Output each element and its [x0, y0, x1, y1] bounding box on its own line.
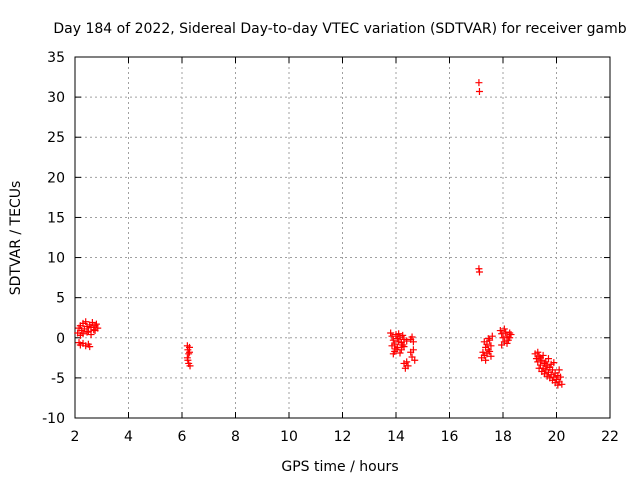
data-point [539, 351, 547, 359]
data-point [480, 338, 488, 346]
data-point [506, 334, 514, 342]
data-point [482, 356, 490, 364]
y-tick-label: 20 [47, 170, 65, 186]
data-point [409, 338, 417, 346]
data-point [397, 339, 405, 347]
data-point [503, 339, 511, 347]
data-point [484, 346, 492, 354]
x-tick-label: 22 [601, 429, 619, 445]
data-point [399, 331, 407, 339]
y-tick-label: 30 [47, 90, 65, 106]
data-point [389, 336, 397, 344]
x-tick-label: 16 [441, 429, 459, 445]
data-point [87, 331, 95, 339]
data-point [475, 87, 483, 95]
x-tick-label: 20 [548, 429, 566, 445]
data-point [403, 337, 411, 345]
x-tick-label: 12 [334, 429, 352, 445]
data-point [475, 268, 483, 276]
data-point [82, 318, 90, 326]
data-point [404, 362, 412, 370]
y-tick-label: -5 [51, 371, 65, 387]
data-point [479, 348, 487, 356]
y-tick-label: 10 [47, 251, 65, 267]
data-point [184, 356, 192, 364]
data-point [500, 325, 508, 333]
data-point [499, 334, 507, 342]
data-point [86, 343, 94, 351]
data-point [557, 373, 565, 381]
data-point [91, 327, 99, 335]
grid-lines [75, 57, 610, 418]
data-point [400, 343, 408, 351]
data-point [411, 356, 419, 364]
data-point [502, 328, 510, 336]
y-tick-label: 35 [47, 50, 65, 66]
data-point [486, 347, 494, 355]
data-point [92, 320, 100, 328]
data-point [558, 380, 566, 388]
x-tick-label: 2 [71, 429, 80, 445]
data-point [487, 342, 495, 350]
data-point [185, 348, 193, 356]
data-point [487, 352, 495, 360]
data-point [550, 359, 558, 367]
data-point [535, 352, 543, 360]
chart-title: Day 184 of 2022, Sidereal Day-to-day VTE… [53, 21, 626, 37]
y-tick-label: 15 [47, 210, 65, 226]
data-point [403, 358, 411, 366]
data-point [475, 79, 483, 87]
x-tick-label: 8 [231, 429, 240, 445]
y-tick-label: -10 [42, 411, 65, 427]
data-points [74, 79, 566, 389]
data-point [83, 328, 91, 336]
data-point [185, 350, 193, 358]
data-point [544, 355, 552, 363]
x-axis-label: GPS time / hours [281, 459, 398, 475]
data-point [393, 335, 401, 343]
data-point [392, 345, 400, 353]
data-point [486, 336, 494, 344]
data-point [395, 330, 403, 338]
data-point [79, 330, 87, 338]
data-point [396, 349, 404, 357]
data-point [409, 346, 417, 354]
x-tick-labels: 2 4 6 8 10 12 14 16 18 20 22 [71, 429, 619, 445]
data-point [186, 362, 194, 370]
x-tick-label: 18 [494, 429, 512, 445]
y-tick-label: 25 [47, 130, 65, 146]
data-point [507, 331, 515, 339]
x-tick-label: 4 [124, 429, 133, 445]
data-point [388, 332, 396, 340]
x-tick-label: 14 [387, 429, 405, 445]
data-point [408, 333, 416, 341]
data-point [388, 342, 396, 350]
x-tick-label: 10 [280, 429, 298, 445]
y-tick-label: 0 [56, 331, 65, 347]
data-point [496, 327, 504, 335]
data-point [90, 326, 98, 334]
data-point [488, 332, 496, 340]
plot-border [74, 56, 611, 419]
y-tick-labels: -10 -5 0 5 10 15 20 25 30 35 [42, 50, 65, 427]
data-point [393, 343, 401, 351]
data-point [534, 348, 542, 356]
y-tick-label: 5 [56, 291, 65, 307]
data-point [387, 329, 395, 337]
data-point [554, 381, 562, 389]
data-point [484, 335, 492, 343]
data-point [498, 341, 506, 349]
y-axis-label: SDTVAR / TECUs [8, 181, 24, 296]
x-tick-label: 6 [178, 429, 187, 445]
data-point [555, 366, 563, 374]
data-point [389, 350, 397, 358]
data-point [498, 330, 506, 338]
